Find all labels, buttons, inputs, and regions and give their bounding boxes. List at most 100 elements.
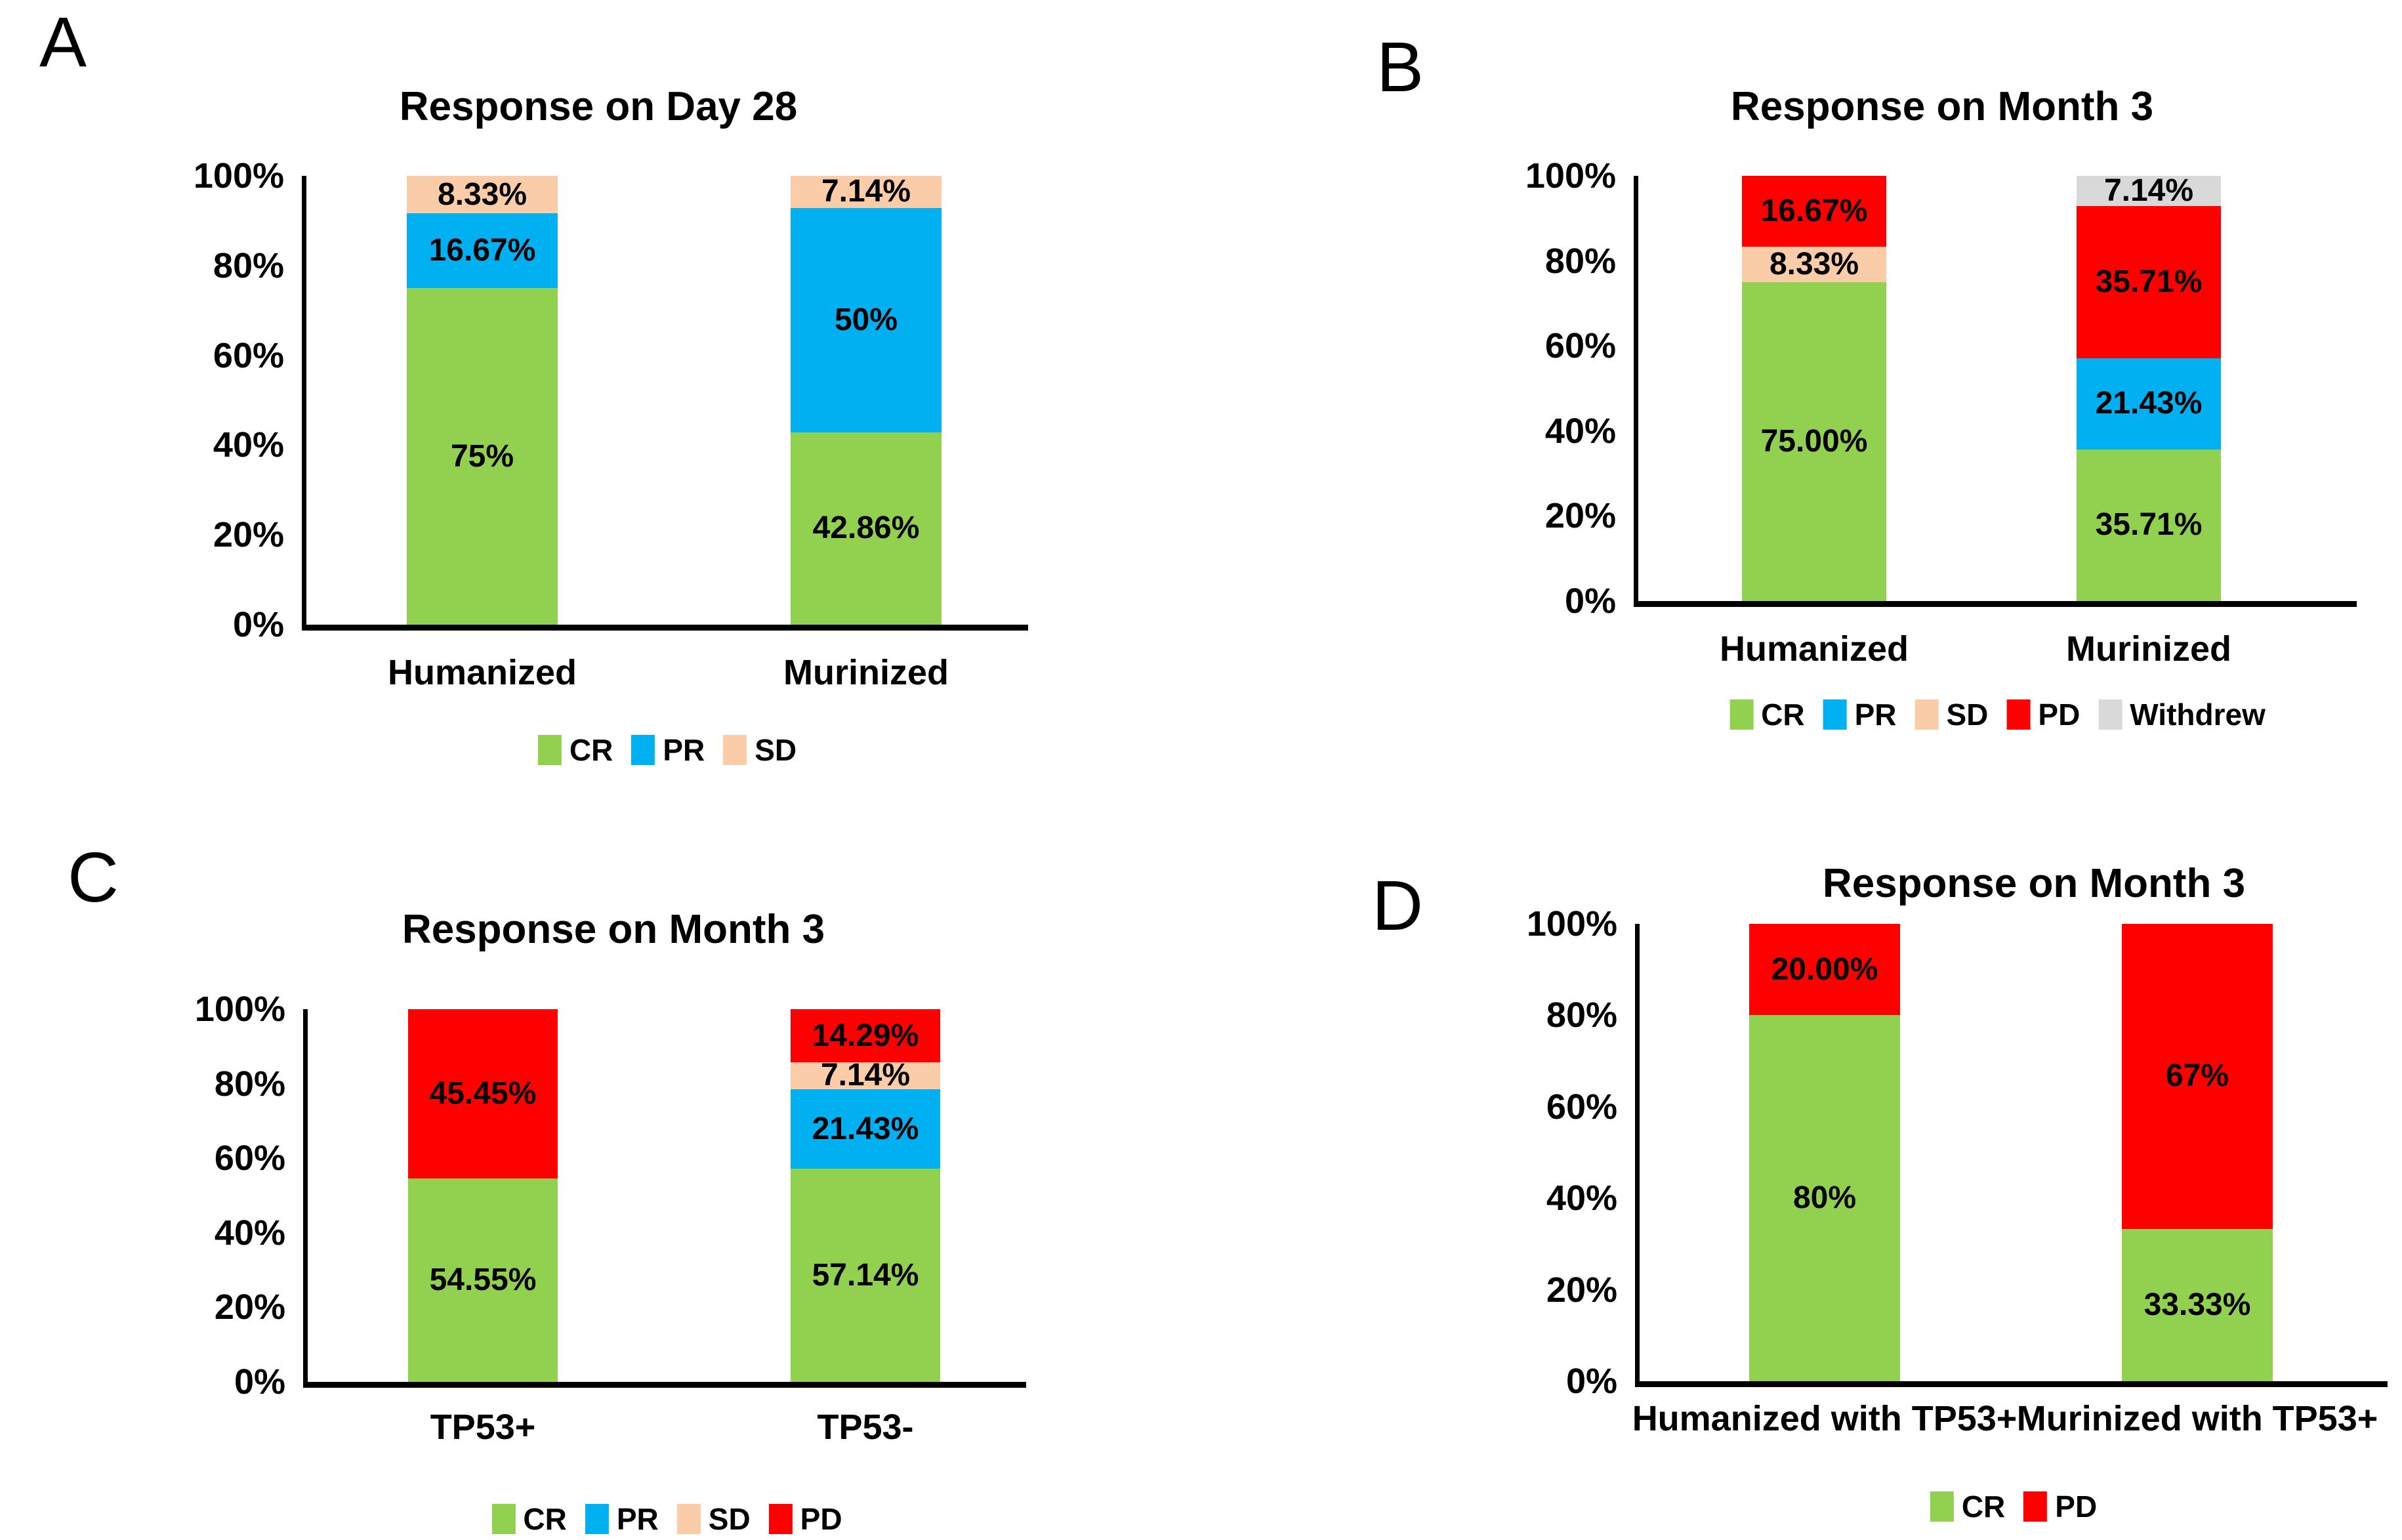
y-axis-tick-label: 40% — [1544, 411, 1616, 451]
segment-value-label: 50% — [834, 302, 898, 337]
y-axis-tick-label: 20% — [1546, 1270, 1617, 1310]
legend-key-pd — [2006, 699, 2031, 730]
bar-segment-sd: 8.33% — [407, 176, 558, 213]
y-axis-tick-label: 100% — [193, 156, 284, 196]
legend-item-withdrew: Withdrew — [2098, 699, 2266, 730]
y-axis-tick-label: 0% — [234, 1362, 285, 1402]
bar-segment-sd: 8.33% — [1742, 247, 1886, 282]
legend-label: SD — [708, 1502, 751, 1536]
y-axis-tick-label: 40% — [1546, 1178, 1617, 1218]
category-label: Humanized with TP53+ — [1632, 1399, 2018, 1438]
plot-area: 100% 80% 60% 40% 20% 0% 54.55% 45.45% TP53+ 57.14… — [195, 991, 1026, 1534]
plot-area: 100% 80% 60% 40% 20% 0% 80% 20.00% Humanized wit… — [1527, 906, 2388, 1522]
y-axis-tick-label: 60% — [213, 335, 284, 375]
category-label: Murinized — [2066, 629, 2231, 669]
legend-item-cr: CR — [1729, 699, 1805, 730]
segment-value-label: 8.33% — [437, 177, 528, 212]
segment-value-label: 45.45% — [429, 1076, 537, 1112]
legend-label: CR — [1961, 1489, 2006, 1524]
bar-humanized: 75% 16.67% 8.33% — [407, 176, 558, 625]
segment-value-label: 42.86% — [812, 510, 920, 546]
legend-key-cr — [1729, 699, 1754, 730]
y-axis-tick-label: 60% — [214, 1138, 285, 1178]
segment-value-label: 57.14% — [812, 1257, 919, 1293]
bar-segment-pd: 14.29% — [791, 1009, 940, 1063]
chart-title: Response on Month 3 — [1822, 861, 2246, 906]
panel-label: D — [1372, 865, 1423, 945]
legend-item-sd: SD — [723, 735, 797, 765]
segment-value-label: 14.29% — [812, 1018, 919, 1053]
legend-item-pd: PD — [2006, 699, 2080, 730]
y-axis-tick-label: 20% — [1544, 496, 1616, 536]
bar-segment-pd: 16.67% — [1742, 176, 1886, 247]
segment-value-label: 8.33% — [1769, 247, 1859, 282]
y-axis-tick-label: 0% — [1565, 1362, 1617, 1401]
legend-key-pr — [585, 1504, 609, 1534]
category-label: TP53+ — [430, 1407, 536, 1447]
bar-segment-pd: 45.45% — [408, 1009, 558, 1179]
legend-label: CR — [523, 1502, 567, 1536]
bar-tp53: 54.55% 45.45% — [408, 1009, 558, 1382]
segment-value-label: 35.71% — [2095, 507, 2203, 543]
bar-murinized: 35.71% 21.43% 35.71% 7.14% — [2077, 175, 2221, 601]
segment-value-label: 75% — [450, 438, 514, 474]
segment-value-label: 21.43% — [812, 1111, 919, 1146]
segment-value-label: 21.43% — [2095, 386, 2203, 421]
bar-segment-pr: 16.67% — [407, 213, 558, 288]
bar-segment-cr: 57.14% — [791, 1169, 940, 1382]
bar-murinized: 42.86% 50% 7.14% — [791, 176, 942, 625]
legend-label: PD — [2055, 1489, 2098, 1524]
y-axis-tick-label: 100% — [1525, 156, 1616, 196]
legend-key-sd — [723, 735, 747, 765]
legend: CR PR SD — [537, 733, 797, 767]
legend-key-pd — [2023, 1491, 2048, 1522]
bar-segment-cr: 80% — [1749, 1015, 1900, 1381]
y-axis-tick-label: 80% — [214, 1064, 285, 1104]
y-axis-tick-label: 80% — [213, 245, 284, 285]
legend-key-cr — [1930, 1491, 1954, 1522]
bar-segment-cr: 54.55% — [408, 1178, 558, 1382]
bar-segment-cr: 75% — [407, 288, 558, 625]
segment-value-label: 16.67% — [428, 232, 536, 268]
legend-item-pr: PR — [1823, 699, 1896, 730]
legend-label: PD — [800, 1502, 842, 1536]
legend-item-cr: CR — [537, 733, 613, 767]
legend-key-sd — [1915, 699, 1939, 730]
plot-area: 100% 80% 60% 40% 20% 0% 75% 16.67% 8.33% Humanize… — [194, 158, 1028, 765]
legend-label: PD — [2038, 697, 2081, 732]
panel-label: C — [68, 837, 119, 917]
legend-item-cr: CR — [491, 1502, 567, 1536]
segment-value-label: 33.33% — [2143, 1287, 2251, 1322]
bar-segment-cr: 33.33% — [2122, 1228, 2273, 1381]
y-axis-tick-label: 40% — [213, 425, 284, 465]
legend-item-sd: SD — [1915, 699, 1988, 730]
bar-segment-pd: 35.71% — [2077, 206, 2221, 358]
bar-segment-pr: 21.43% — [791, 1089, 940, 1169]
legend-key-withdrew — [2098, 699, 2122, 730]
legend-key-pr — [1823, 699, 1847, 730]
plot-area: 100% 80% 60% 40% 20% 0% 75.00% 8.33% 16.67% Human… — [1525, 158, 2357, 730]
y-axis-tick-label: 0% — [1564, 581, 1616, 621]
segment-value-label: 67% — [2165, 1058, 2229, 1094]
segment-value-label: 80% — [1792, 1180, 1857, 1216]
category-label: Humanized — [1719, 629, 1909, 669]
legend-item-pd: PD — [768, 1502, 842, 1536]
legend-label: Withdrew — [2130, 697, 2266, 732]
bar-segment-pr: 50% — [791, 207, 942, 432]
panel-label: B — [1377, 27, 1424, 106]
y-axis-tick-label: 60% — [1544, 326, 1616, 366]
legend: CR PR SD PD Withdrew — [1729, 699, 2266, 730]
legend-label: SD — [755, 733, 797, 767]
legend-label: CR — [569, 733, 613, 767]
chart-title: Response on Month 3 — [1730, 84, 2154, 129]
bar-segment-pd: 67% — [2122, 924, 2273, 1229]
legend: CR PD — [1930, 1491, 2097, 1522]
segment-value-label: 20.00% — [1771, 951, 1878, 987]
legend-label: PR — [616, 1502, 659, 1536]
legend: CR PR SD PD — [491, 1504, 842, 1534]
bar-segment-pr: 21.43% — [2077, 358, 2221, 449]
